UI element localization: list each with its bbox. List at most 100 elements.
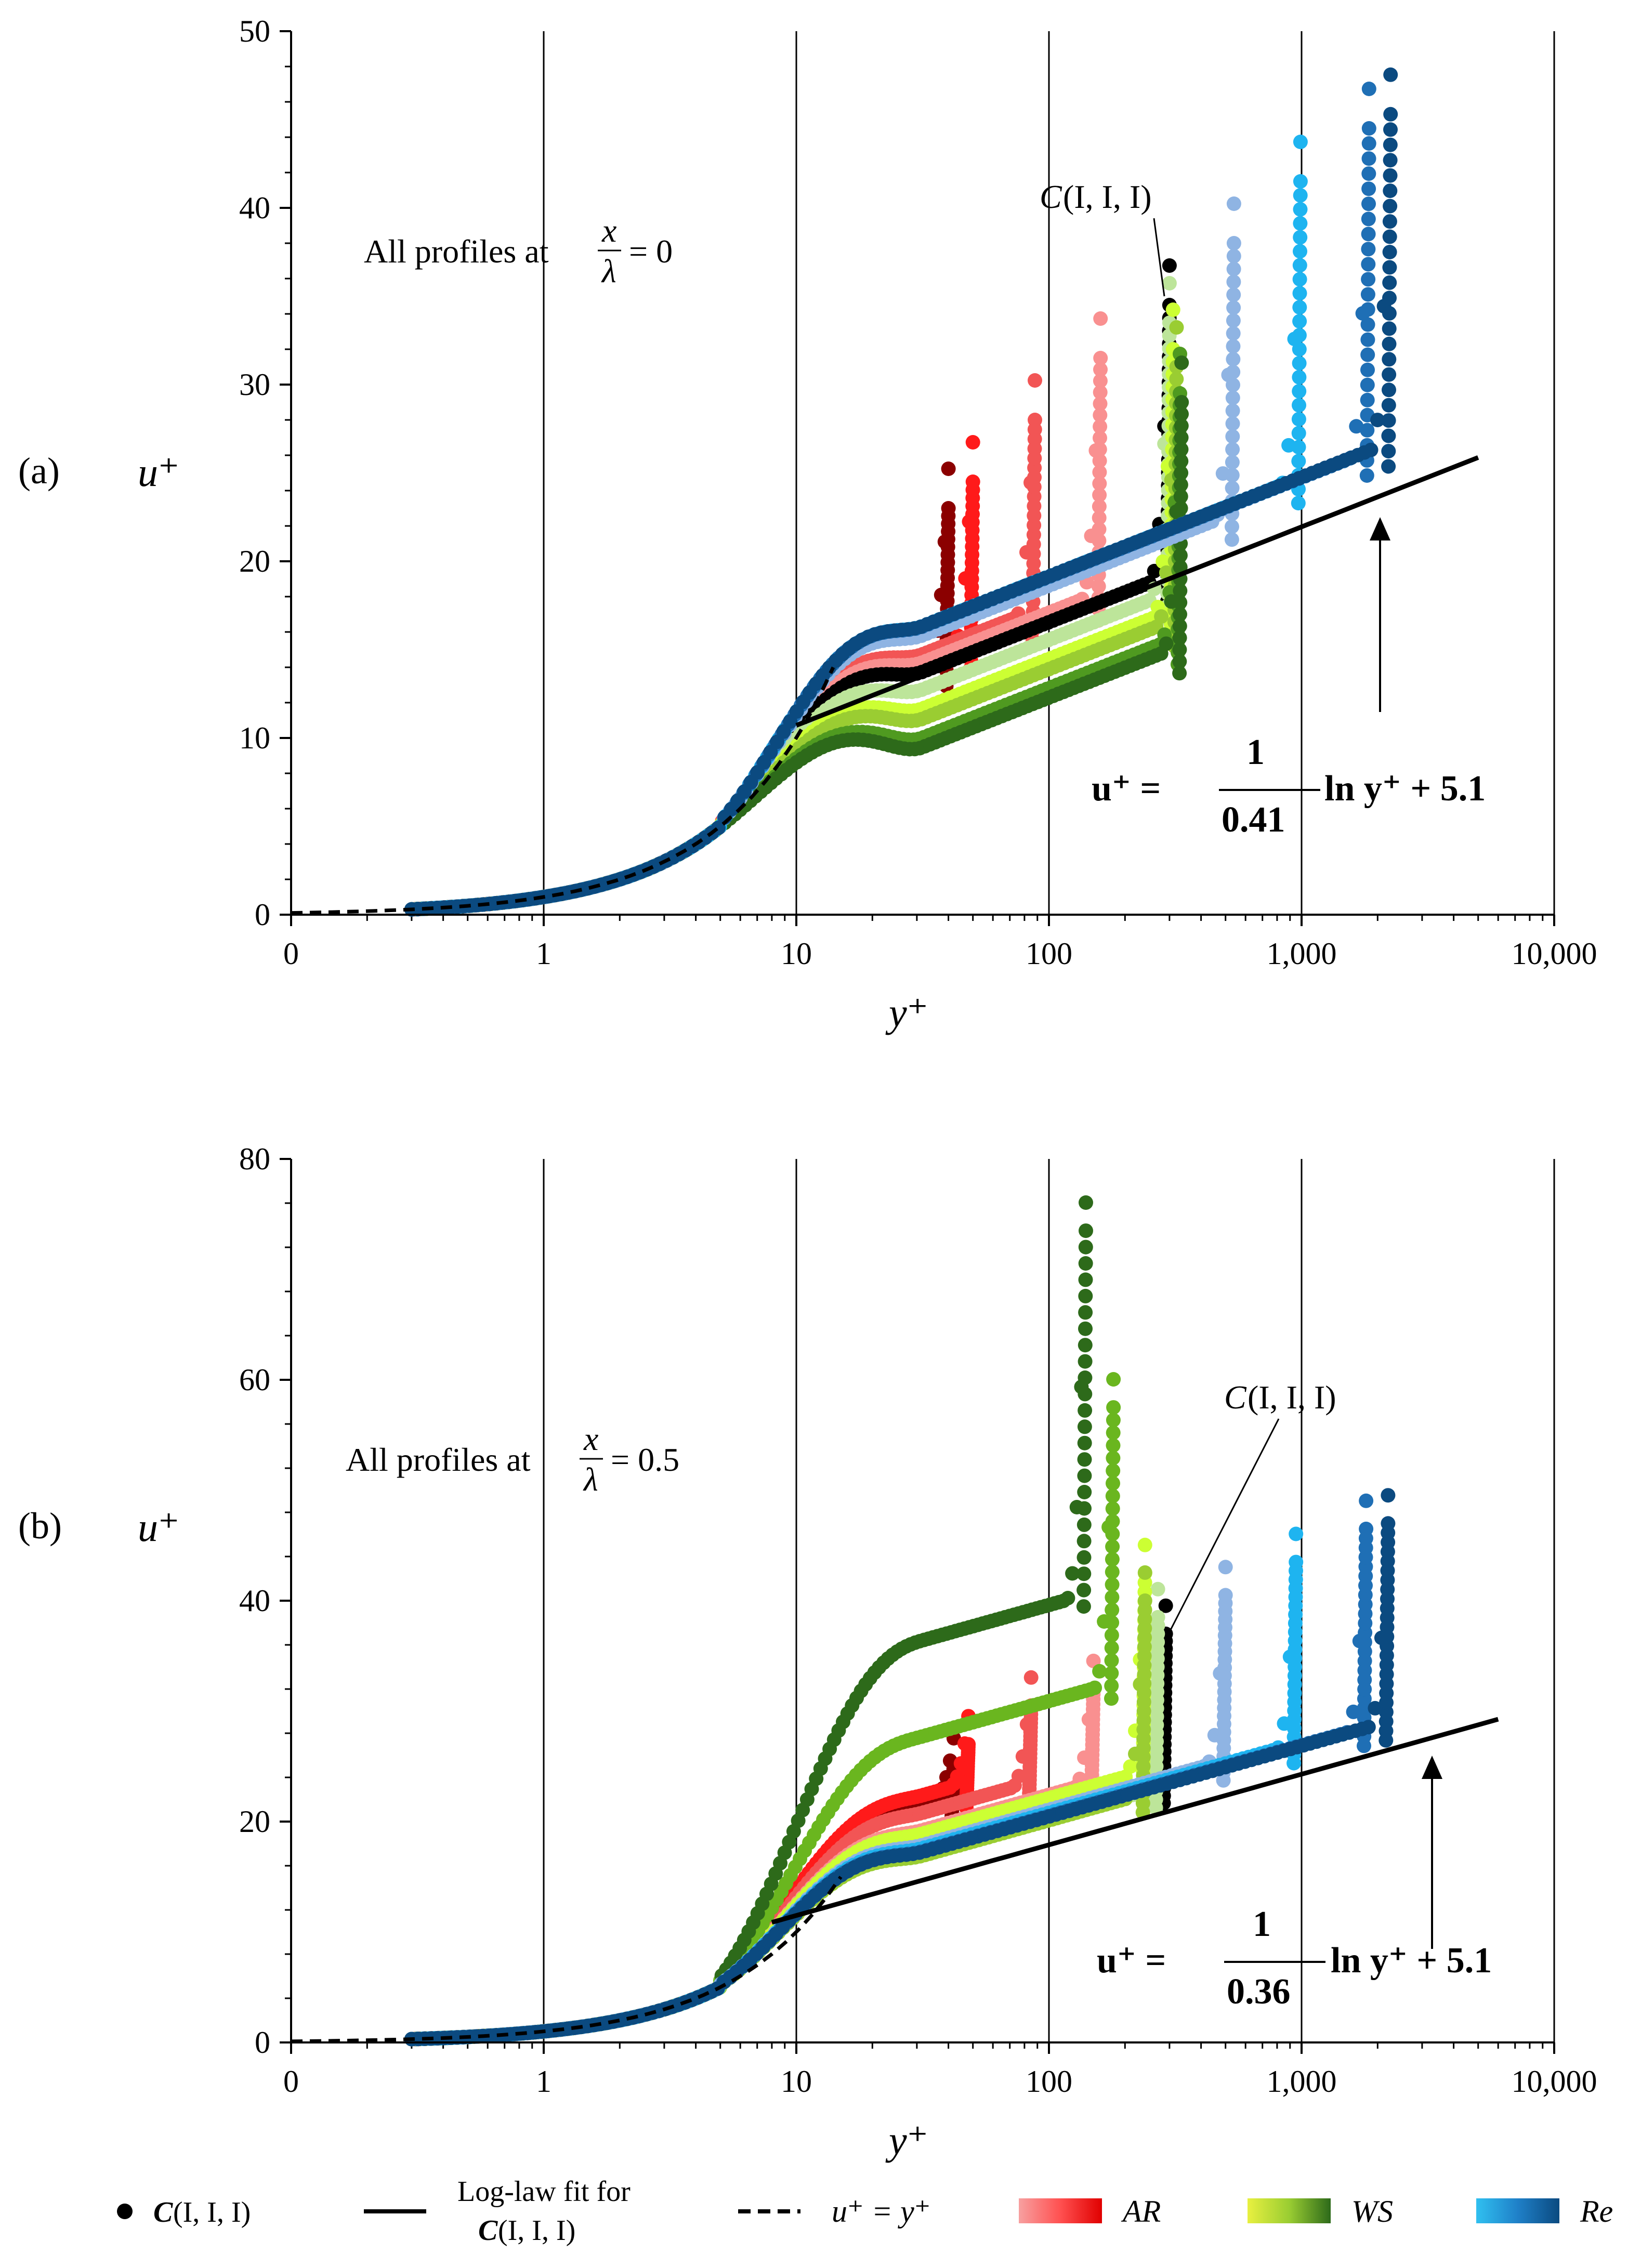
data-point (1289, 1554, 1304, 1570)
panel-a-fraction-num: x (601, 212, 616, 249)
data-point (1292, 258, 1307, 273)
data-point (1105, 1488, 1120, 1504)
data-point (1360, 347, 1375, 362)
data-point (1361, 181, 1376, 196)
data-point (1093, 311, 1108, 326)
x-tick-label: 1,000 (1267, 937, 1337, 971)
data-point (1105, 1602, 1120, 1617)
data-point (1104, 1666, 1119, 1681)
data-point (1293, 230, 1308, 245)
x-tick-label: 10 (781, 2064, 812, 2099)
data-point (1381, 398, 1396, 413)
data-point (1382, 306, 1397, 321)
y-tick-label: 0 (255, 898, 270, 932)
data-point (1092, 476, 1107, 491)
data-point (1077, 1468, 1092, 1483)
data-point (1093, 373, 1108, 388)
x-tick-label: 10,000 (1512, 937, 1597, 971)
data-point (1225, 403, 1240, 418)
data-point (1078, 1403, 1093, 1418)
data-point (1137, 1593, 1152, 1608)
data-point (1226, 236, 1241, 250)
data-point (1382, 321, 1397, 336)
data-point (1382, 367, 1397, 382)
data-point (1105, 1539, 1120, 1554)
data-point (1224, 532, 1239, 547)
panel-a-case-label-args: (I, I, I) (1063, 178, 1152, 215)
data-point (1078, 1338, 1093, 1353)
data-point (1383, 107, 1398, 122)
data-point (1383, 183, 1398, 199)
data-point (1077, 1501, 1092, 1516)
data-point (1359, 1521, 1374, 1536)
data-point (1028, 413, 1042, 427)
data-point (1092, 453, 1107, 468)
data-point (1106, 1463, 1121, 1478)
data-point (1293, 202, 1308, 217)
data-point (1292, 286, 1307, 301)
data-point (1225, 429, 1240, 444)
data-point (1093, 396, 1108, 411)
data-point (1078, 1272, 1093, 1287)
y-tick-label: 40 (239, 1584, 270, 1618)
data-point (1147, 563, 1162, 578)
data-point (1383, 137, 1398, 152)
data-point (1150, 1610, 1165, 1625)
data-point (1093, 351, 1108, 365)
data-point (1154, 609, 1169, 624)
data-point (1225, 416, 1240, 431)
data-point (1078, 1321, 1093, 1336)
panel-a-y-label: u⁺ (138, 450, 179, 495)
data-point (1360, 302, 1375, 317)
data-point (1226, 377, 1240, 392)
x-tick-label: 1,000 (1267, 2064, 1337, 2099)
data-point (1226, 261, 1241, 276)
data-point (1361, 227, 1376, 242)
data-point (1359, 1493, 1374, 1508)
data-point (1092, 487, 1107, 503)
data-point (1360, 377, 1375, 392)
data-point (1291, 440, 1306, 455)
data-point (965, 435, 980, 450)
data-point (1104, 1678, 1119, 1693)
data-point (1225, 481, 1240, 495)
data-point (1226, 313, 1241, 328)
x-tick-label: 10,000 (1512, 2064, 1597, 2099)
data-point (1292, 272, 1307, 287)
data-point (1092, 499, 1107, 514)
data-point (1079, 1195, 1093, 1210)
data-point (1159, 636, 1174, 651)
data-point (1079, 1223, 1093, 1238)
data-point (1382, 260, 1397, 275)
data-point (1162, 276, 1177, 291)
data-point (1291, 496, 1306, 511)
data-point (1292, 384, 1307, 399)
data-point (1077, 1452, 1092, 1467)
data-point (1291, 426, 1306, 441)
data-point (1360, 317, 1375, 332)
data-point (1381, 444, 1396, 459)
data-point (1077, 1485, 1092, 1499)
data-point (1383, 168, 1398, 183)
data-point (1092, 510, 1107, 525)
data-point (1169, 320, 1184, 335)
data-point (1291, 412, 1306, 427)
data-point (1361, 272, 1376, 287)
data-point (1226, 248, 1241, 263)
data-point (1106, 1438, 1121, 1453)
data-point (1091, 579, 1106, 594)
data-point (1137, 1537, 1152, 1552)
x-tick-label: 100 (1026, 2064, 1072, 2099)
data-point (1105, 1615, 1120, 1630)
x-tick-label: 1 (536, 2064, 552, 2099)
data-point (1077, 1566, 1092, 1581)
data-point (1093, 430, 1107, 445)
data-point (1092, 465, 1107, 480)
data-point (1293, 244, 1307, 259)
data-point (1106, 1476, 1120, 1491)
data-point (1092, 533, 1107, 548)
data-point (1289, 1526, 1304, 1541)
